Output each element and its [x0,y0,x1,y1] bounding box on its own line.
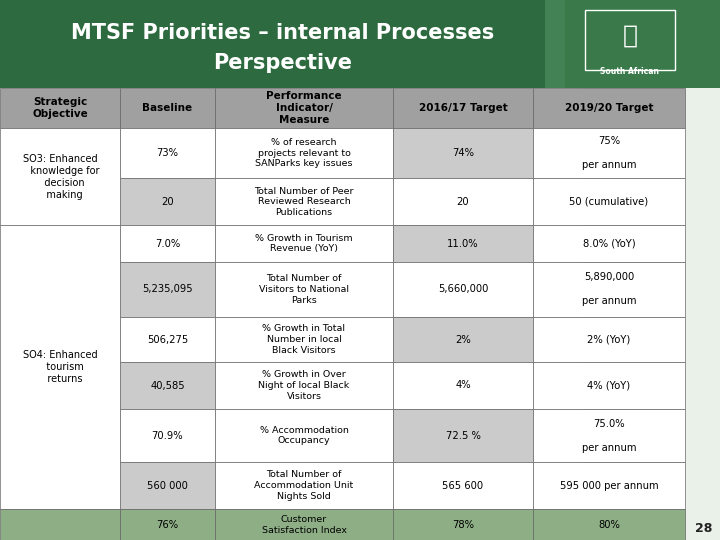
Text: MTSF Priorities – internal Processes: MTSF Priorities – internal Processes [71,23,494,43]
Text: % of research
projects relevant to
SANParks key issues: % of research projects relevant to SANPa… [256,138,353,168]
Text: 76%: 76% [156,519,179,530]
Text: 78%: 78% [452,519,474,530]
Text: 4% (YoY): 4% (YoY) [588,381,631,390]
Text: 2%: 2% [455,335,471,345]
Bar [393,509,533,540]
Text: 4%: 4% [455,381,471,390]
Bar [393,88,533,128]
Text: Strategic
Objective: Strategic Objective [32,97,88,119]
Bar [215,409,393,462]
Text: Baseline: Baseline [143,103,192,113]
Text: Total Number of
Visitors to National
Parks: Total Number of Visitors to National Par… [259,274,349,305]
Bar [120,128,215,178]
Text: % Growth in Over
Night of local Black
Visitors: % Growth in Over Night of local Black Vi… [258,370,350,401]
Bar [533,178,685,225]
Bar [120,178,215,225]
Bar [215,318,393,362]
Bar [215,88,393,128]
Bar [0,509,120,540]
Text: 74%: 74% [452,148,474,158]
Text: 5,890,000

per annum: 5,890,000 per annum [582,273,636,307]
Bar [580,88,720,540]
Text: 595 000 per annum: 595 000 per annum [559,481,658,491]
Text: 565 600: 565 600 [442,481,484,491]
Bar [120,362,215,409]
Text: 20: 20 [456,197,469,207]
Bar [393,409,533,462]
Text: 70.9%: 70.9% [152,430,184,441]
Bar [215,178,393,225]
Text: Total Number of Peer
Reviewed Research
Publications: Total Number of Peer Reviewed Research P… [254,186,354,217]
Bar [215,462,393,509]
Text: 11.0%: 11.0% [447,239,479,248]
Bar [533,462,685,509]
Bar [393,178,533,225]
Bar [120,88,215,128]
Bar [565,0,720,88]
Bar [0,128,120,225]
Bar [533,128,685,178]
Bar [533,261,685,318]
Bar [215,225,393,261]
Bar [585,10,675,70]
Text: 7.0%: 7.0% [155,239,180,248]
Bar [545,0,565,88]
Bar [215,362,393,409]
Bar [120,509,215,540]
Text: % Growth in Tourism
Revenue (YoY): % Growth in Tourism Revenue (YoY) [255,234,353,253]
Bar [393,128,533,178]
Text: 80%: 80% [598,519,620,530]
Text: 50 (cumulative): 50 (cumulative) [570,197,649,207]
Bar [393,225,533,261]
Bar [120,318,215,362]
Bar [393,318,533,362]
Bar [215,128,393,178]
Bar [0,225,120,509]
Text: 75.0%

per annum: 75.0% per annum [582,418,636,453]
Text: 28: 28 [695,522,712,535]
Text: 🦌: 🦌 [623,24,637,48]
Text: % Accommodation
Occupancy: % Accommodation Occupancy [260,426,348,446]
Bar [533,409,685,462]
Text: 5,235,095: 5,235,095 [142,285,193,294]
Bar [393,462,533,509]
Text: South African: South African [600,67,660,76]
Bar [120,462,215,509]
Text: 73%: 73% [156,148,179,158]
Text: 72.5 %: 72.5 % [446,430,480,441]
Bar [0,0,720,88]
Text: Total Number of
Accommodation Unit
Nights Sold: Total Number of Accommodation Unit Night… [254,470,354,501]
Text: 75%

per annum: 75% per annum [582,136,636,170]
Text: 2019/20 Target: 2019/20 Target [564,103,653,113]
Bar [533,318,685,362]
Bar [215,261,393,318]
Text: Perspective: Perspective [213,53,352,73]
Text: SO4: Enhanced
   tourism
   returns: SO4: Enhanced tourism returns [23,350,97,384]
Text: Customer
Satisfaction Index: Customer Satisfaction Index [261,515,346,535]
Bar [120,409,215,462]
Text: 5,660,000: 5,660,000 [438,285,488,294]
Text: % Growth in Total
Number in local
Black Visitors: % Growth in Total Number in local Black … [263,325,346,355]
Text: 2% (YoY): 2% (YoY) [588,335,631,345]
Text: 40,585: 40,585 [150,381,185,390]
Text: 506,275: 506,275 [147,335,188,345]
Text: 2016/17 Target: 2016/17 Target [418,103,508,113]
Text: Performance
Indicator/
Measure: Performance Indicator/ Measure [266,91,342,125]
Bar [215,509,393,540]
Bar [533,362,685,409]
Text: 560 000: 560 000 [147,481,188,491]
Text: 20: 20 [161,197,174,207]
Bar [0,88,120,128]
Bar [533,225,685,261]
Bar [533,88,685,128]
Text: SO3: Enhanced
   knowledge for
   decision
   making: SO3: Enhanced knowledge for decision mak… [21,154,99,200]
Bar [120,225,215,261]
Bar [533,509,685,540]
Bar [120,261,215,318]
Text: 8.0% (YoY): 8.0% (YoY) [582,239,635,248]
Bar [393,362,533,409]
Bar [393,261,533,318]
